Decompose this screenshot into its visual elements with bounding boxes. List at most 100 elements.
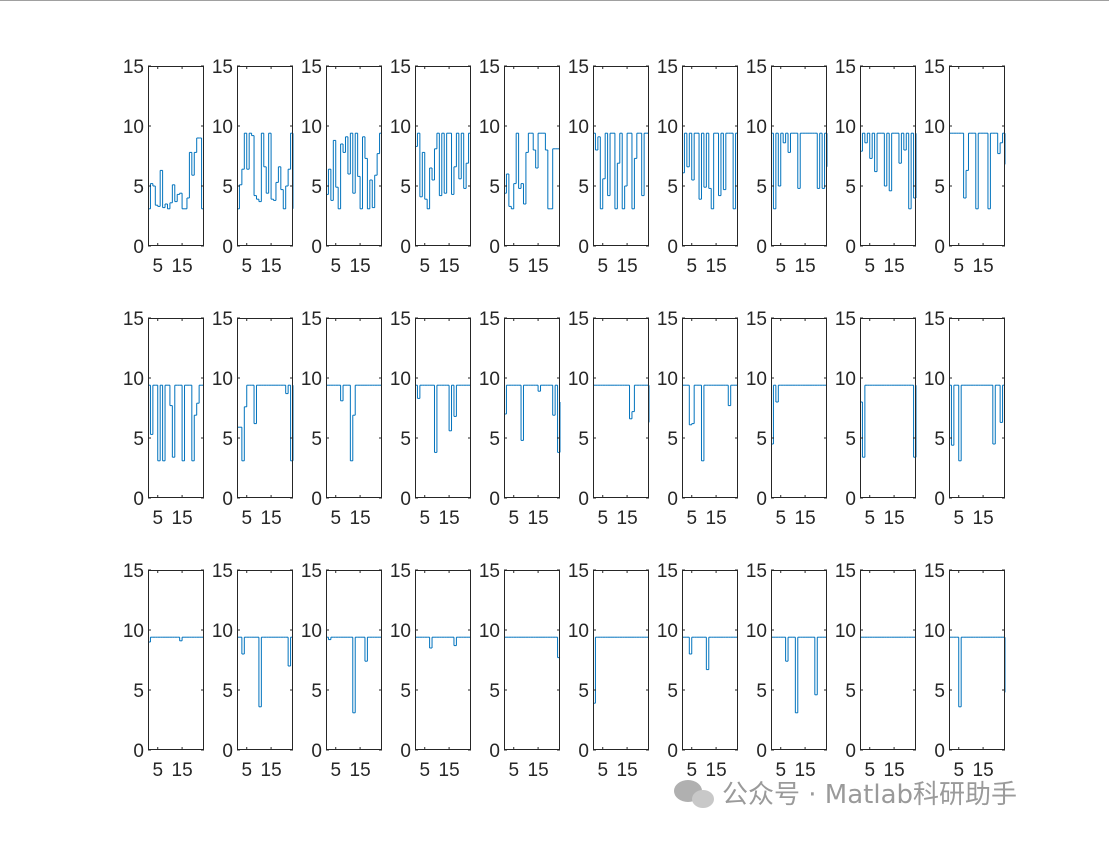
axes-background: [237, 318, 293, 498]
axes-box: [237, 318, 293, 498]
y-tick-label: 15: [479, 57, 500, 78]
x-tick-label: 15: [172, 256, 193, 277]
axes-box: [860, 66, 916, 246]
x-tick-label: 15: [350, 760, 371, 781]
x-tick-label: 15: [706, 508, 727, 529]
x-tick-label: 5: [775, 760, 786, 781]
y-tick-label: 10: [390, 369, 411, 390]
axes-background: [148, 570, 204, 750]
y-tick-label: 0: [400, 489, 411, 510]
y-tick-label: 15: [746, 561, 767, 582]
y-tick-label: 15: [746, 57, 767, 78]
y-tick-label: 15: [390, 561, 411, 582]
axes-box: [593, 318, 649, 498]
x-tick-label: 5: [508, 508, 519, 529]
axes-box: [326, 66, 382, 246]
y-tick-label: 5: [578, 681, 589, 702]
y-tick-label: 5: [667, 177, 678, 198]
x-tick-label: 5: [241, 760, 252, 781]
y-tick-label: 15: [212, 57, 233, 78]
x-tick-label: 5: [419, 508, 430, 529]
watermark-icon: [674, 780, 714, 808]
x-tick-label: 5: [241, 508, 252, 529]
y-tick-label: 10: [568, 117, 589, 138]
y-tick-label: 0: [489, 741, 500, 762]
axes-background: [415, 318, 471, 498]
axes-box: [949, 66, 1005, 246]
y-tick-label: 10: [390, 621, 411, 642]
axes-background: [593, 318, 649, 498]
y-tick-label: 10: [657, 117, 678, 138]
y-tick-label: 0: [133, 741, 144, 762]
x-tick-label: 5: [686, 508, 697, 529]
axes-background: [326, 570, 382, 750]
y-tick-label: 0: [133, 237, 144, 258]
y-tick-label: 10: [123, 369, 144, 390]
y-tick-label: 10: [835, 369, 856, 390]
y-tick-label: 15: [390, 57, 411, 78]
y-tick-label: 0: [400, 741, 411, 762]
x-tick-label: 15: [884, 760, 905, 781]
x-tick-label: 5: [597, 760, 608, 781]
axes-box: [504, 570, 560, 750]
x-tick-label: 5: [686, 256, 697, 277]
y-tick-label: 15: [212, 561, 233, 582]
x-tick-label: 15: [884, 508, 905, 529]
y-tick-label: 0: [667, 489, 678, 510]
y-tick-label: 15: [479, 309, 500, 330]
axes-box: [860, 318, 916, 498]
y-tick-label: 15: [924, 561, 945, 582]
x-tick-label: 5: [508, 256, 519, 277]
axes-background: [504, 318, 560, 498]
y-tick-label: 5: [934, 177, 945, 198]
y-tick-label: 5: [400, 429, 411, 450]
x-tick-label: 5: [953, 508, 964, 529]
x-tick-label: 5: [330, 508, 341, 529]
y-tick-label: 0: [578, 489, 589, 510]
y-tick-label: 5: [756, 429, 767, 450]
y-tick-label: 15: [390, 309, 411, 330]
y-tick-label: 0: [311, 237, 322, 258]
y-tick-label: 0: [756, 237, 767, 258]
x-tick-label: 5: [419, 256, 430, 277]
axes-background: [593, 66, 649, 246]
x-tick-label: 15: [172, 508, 193, 529]
y-tick-label: 5: [578, 429, 589, 450]
x-tick-label: 15: [350, 508, 371, 529]
x-tick-label: 5: [419, 760, 430, 781]
y-tick-label: 5: [756, 681, 767, 702]
axes-background: [949, 318, 1005, 498]
axes-background: [860, 318, 916, 498]
y-tick-label: 0: [667, 237, 678, 258]
axes-box: [771, 570, 827, 750]
y-tick-label: 5: [667, 429, 678, 450]
x-tick-label: 15: [617, 256, 638, 277]
y-tick-label: 15: [924, 57, 945, 78]
y-tick-label: 5: [667, 681, 678, 702]
y-tick-label: 5: [311, 177, 322, 198]
x-tick-label: 5: [241, 256, 252, 277]
x-tick-label: 15: [973, 760, 994, 781]
axes-background: [237, 570, 293, 750]
x-tick-label: 15: [172, 760, 193, 781]
y-tick-label: 10: [479, 117, 500, 138]
y-tick-label: 0: [578, 741, 589, 762]
y-tick-label: 5: [222, 177, 233, 198]
y-tick-label: 0: [934, 741, 945, 762]
y-tick-label: 0: [311, 741, 322, 762]
y-tick-label: 10: [301, 117, 322, 138]
y-tick-label: 15: [657, 561, 678, 582]
axes-background: [682, 570, 738, 750]
y-tick-label: 10: [479, 369, 500, 390]
axes-box: [949, 318, 1005, 498]
y-tick-label: 10: [835, 117, 856, 138]
y-tick-label: 5: [133, 681, 144, 702]
x-tick-label: 5: [775, 508, 786, 529]
axes-box: [682, 570, 738, 750]
y-tick-label: 5: [400, 681, 411, 702]
